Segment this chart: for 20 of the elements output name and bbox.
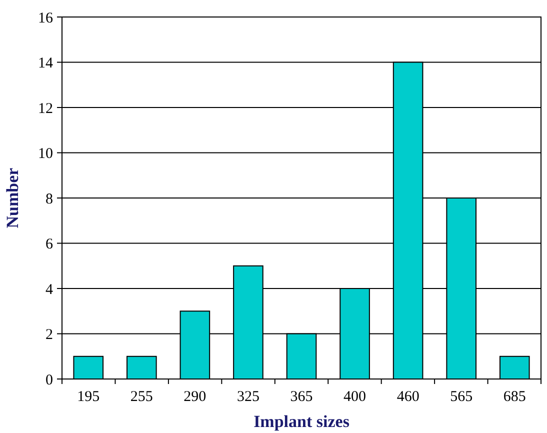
y-tick-label: 14: [38, 56, 54, 72]
x-tick-label: 460: [396, 389, 420, 405]
y-tick-label: 6: [46, 236, 54, 252]
x-tick-label: 565: [450, 389, 473, 405]
x-tick-label: 685: [503, 389, 526, 405]
x-tick-label: 255: [130, 389, 153, 405]
y-axis-title: Number: [3, 167, 22, 228]
y-tick-label: 16: [38, 10, 54, 26]
y-tick-label: 8: [46, 191, 53, 208]
x-axis-title: Implant sizes: [254, 412, 350, 431]
x-tick-label: 290: [184, 389, 206, 405]
y-tick-label: 0: [46, 372, 53, 388]
y-tick-label: 2: [46, 327, 53, 343]
x-tick-label: 400: [344, 389, 366, 405]
x-tick-label: 195: [77, 389, 100, 405]
x-tick-label: 325: [236, 389, 260, 405]
y-tick-label: 12: [38, 100, 53, 117]
y-tick-label: 4: [46, 282, 54, 298]
y-tick-label: 10: [38, 146, 53, 162]
x-tick-label: 365: [290, 389, 313, 405]
